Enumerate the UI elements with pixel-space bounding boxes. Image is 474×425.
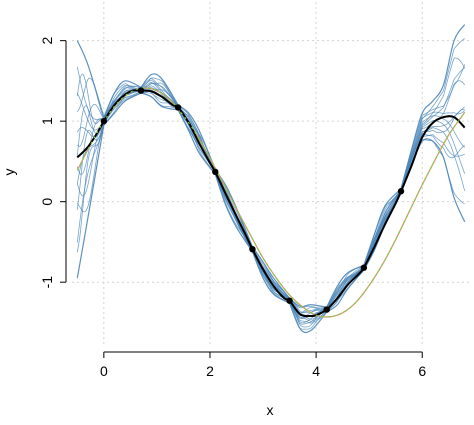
sample-curve: [140, 82, 179, 107]
sample-curve: [76, 122, 105, 210]
sample-curve: [289, 298, 327, 314]
sample-curve: [326, 264, 365, 308]
sample-curve: [251, 246, 291, 299]
observation-points: [100, 87, 405, 313]
sample-curve: [400, 106, 465, 193]
sample-curve: [289, 300, 327, 319]
sample-curve: [326, 266, 365, 308]
observation-point: [323, 306, 330, 313]
observation-point: [397, 188, 405, 195]
y-tick-label: 0: [39, 198, 55, 206]
sample-curve: [251, 251, 290, 304]
sample-curve: [289, 297, 327, 308]
sample-curve: [103, 92, 142, 126]
sample-curve: [103, 85, 142, 120]
x-tick-label: 2: [206, 363, 214, 379]
series-line-black: [76, 89, 466, 318]
observation-point: [174, 104, 182, 111]
sample-curve: [140, 73, 179, 106]
sample-curve: [76, 73, 104, 125]
sample-curve: [400, 134, 465, 193]
sample-curve: [103, 80, 142, 118]
axes: 0 2 4 6 -1 0 1 2: [39, 37, 426, 379]
observation-point: [360, 264, 368, 271]
sample-curve: [363, 188, 402, 266]
sample-curve: [140, 92, 179, 111]
y-axis-label: y: [1, 169, 17, 176]
sample-curve: [326, 265, 365, 310]
sample-curve: [400, 138, 465, 205]
sample-curve: [326, 266, 365, 309]
y-tick-label: -1: [39, 276, 55, 289]
observation-point: [137, 87, 145, 94]
sample-curve: [400, 24, 466, 189]
sample-curve: [326, 269, 365, 313]
sample-curve: [400, 38, 465, 191]
sample-curve: [76, 125, 105, 279]
x-tick-label: 6: [418, 363, 426, 379]
sample-curve: [177, 109, 216, 175]
sample-curve: [76, 40, 105, 118]
sample-curve: [177, 105, 216, 172]
y-tick-label: 2: [39, 37, 55, 45]
series-lines: [76, 87, 466, 318]
grid: [72, 2, 470, 345]
observation-point: [100, 117, 108, 125]
sample-curve: [289, 302, 328, 334]
sample-curve: [76, 77, 105, 119]
x-axis-label: x: [267, 402, 274, 418]
sample-curve: [289, 300, 327, 324]
y-tick-label: 1: [39, 117, 55, 125]
sample-curve: [76, 124, 105, 253]
sample-curve: [400, 66, 465, 192]
sample-curve: [76, 66, 104, 120]
sample-curve: [76, 122, 105, 138]
observation-point: [286, 297, 293, 304]
x-tick-label: 4: [312, 363, 320, 379]
sample-curve: [214, 174, 253, 252]
observation-point: [212, 168, 219, 176]
sample-curve: [140, 78, 179, 106]
observation-point: [249, 245, 256, 253]
sample-curve: [400, 80, 466, 191]
sample-curve: [140, 77, 179, 106]
sample-curve: [177, 104, 216, 170]
x-tick-label: 0: [100, 363, 108, 379]
